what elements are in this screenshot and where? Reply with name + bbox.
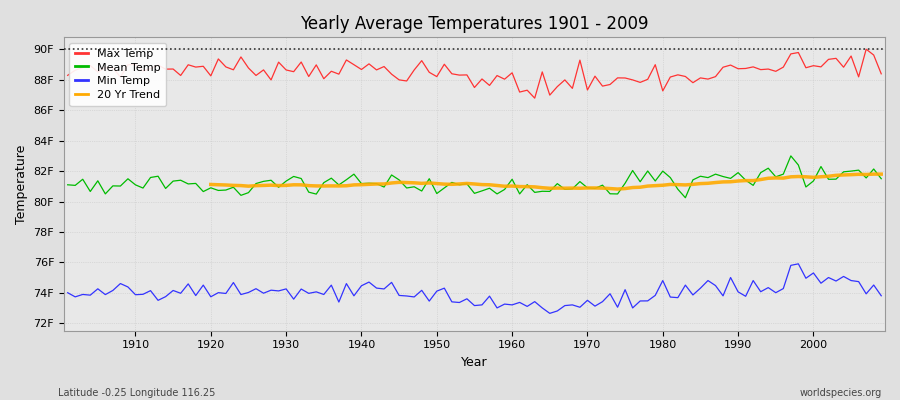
Legend: Max Temp, Mean Temp, Min Temp, 20 Yr Trend: Max Temp, Mean Temp, Min Temp, 20 Yr Tre… — [69, 43, 166, 106]
Text: worldspecies.org: worldspecies.org — [800, 388, 882, 398]
X-axis label: Year: Year — [461, 356, 488, 369]
Title: Yearly Average Temperatures 1901 - 2009: Yearly Average Temperatures 1901 - 2009 — [301, 15, 649, 33]
Text: Latitude -0.25 Longitude 116.25: Latitude -0.25 Longitude 116.25 — [58, 388, 216, 398]
Y-axis label: Temperature: Temperature — [15, 144, 28, 224]
